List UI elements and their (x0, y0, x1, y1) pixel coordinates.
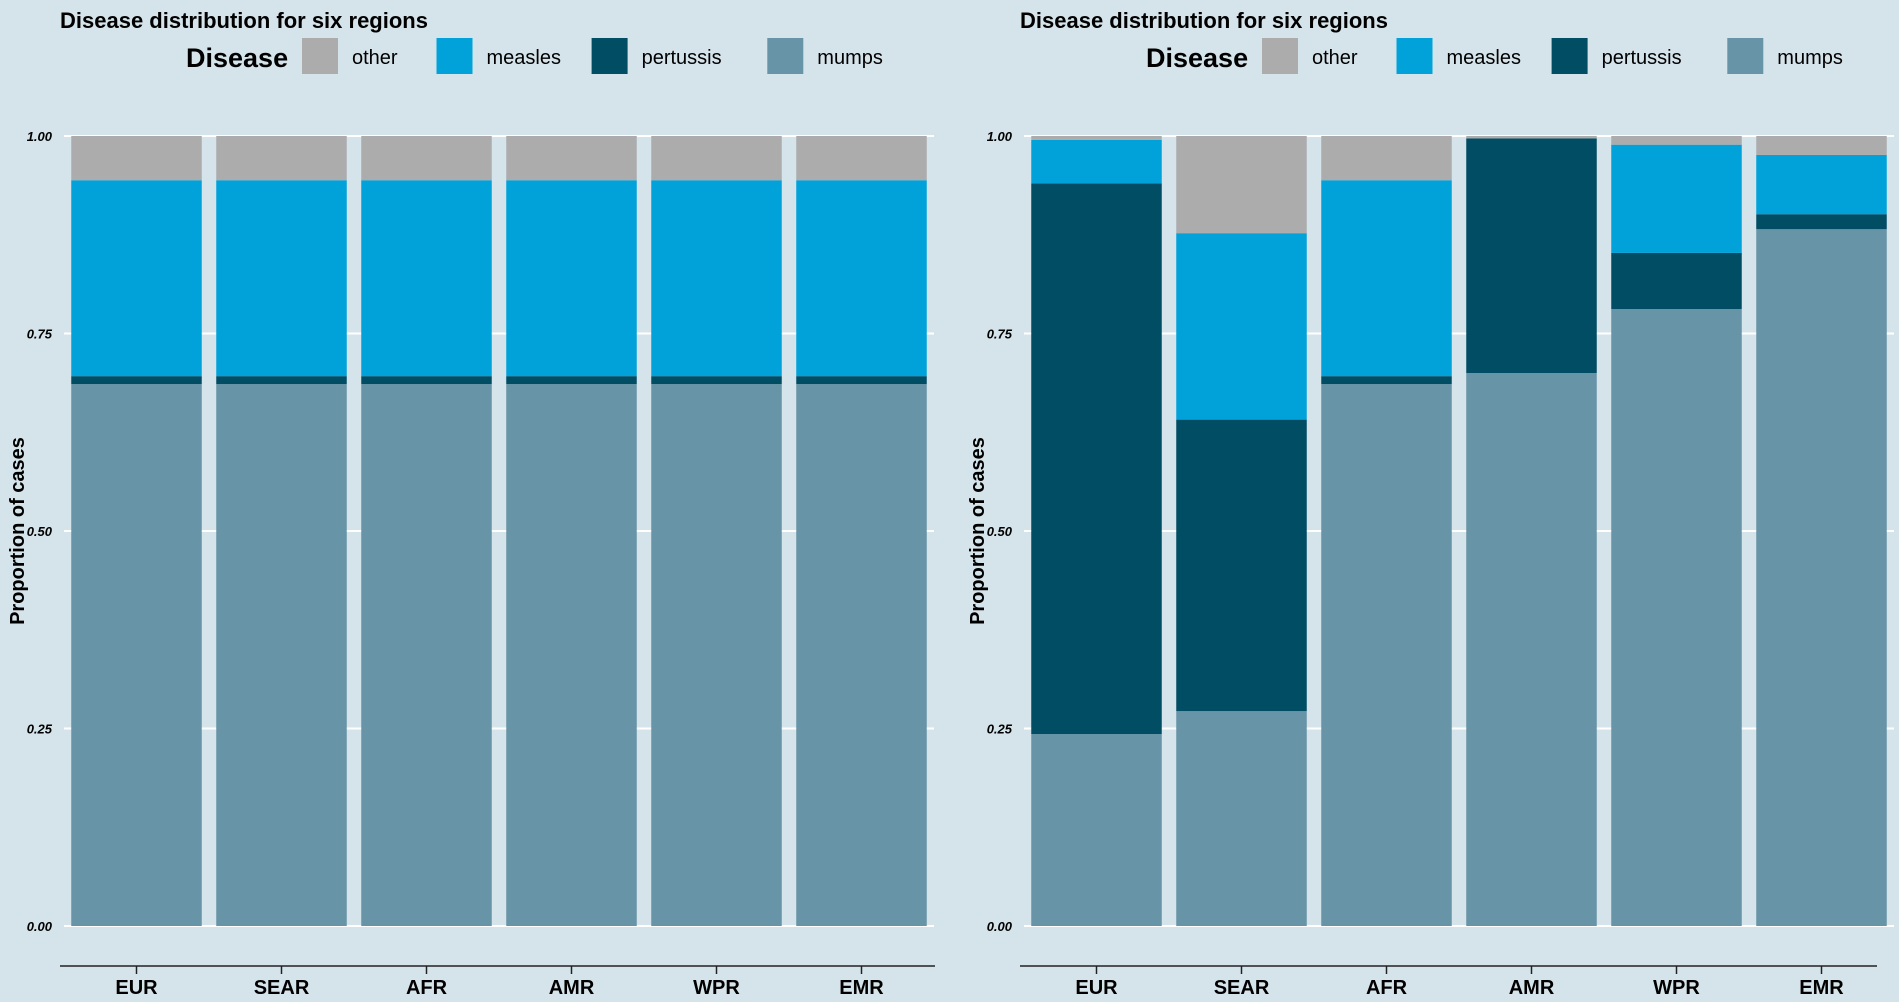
y-tick-label: 0.75 (987, 327, 1013, 342)
legend-label-mumps: mumps (817, 47, 883, 69)
legend-label-measles: measles (1447, 47, 1521, 69)
bar-pertussis-wpr (651, 376, 782, 385)
y-tick-label: 0.25 (987, 722, 1013, 737)
bar-other-afr (1321, 136, 1452, 181)
legend-swatch-measles (436, 38, 473, 74)
chart-title: Disease distribution for six regions (1020, 8, 1388, 33)
bar-measles-wpr (1611, 144, 1742, 253)
bar-other-amr (506, 136, 637, 181)
legend-swatch-mumps (1727, 38, 1764, 74)
chart-panel-1: Disease distribution for six regions Dise… (7, 8, 935, 999)
bar-other-wpr (1611, 136, 1742, 145)
bar-other-sear (216, 136, 347, 181)
legend-label-other: other (1312, 47, 1358, 69)
bar-mumps-afr (361, 384, 492, 926)
bar-mumps-eur (1031, 734, 1162, 926)
legend-label-other: other (352, 47, 398, 69)
legend-label-pertussis: pertussis (1602, 47, 1682, 69)
bar-measles-eur (1031, 139, 1162, 184)
bar-mumps-wpr (1611, 309, 1742, 926)
bar-mumps-sear (1176, 711, 1307, 926)
bar-pertussis-eur (1031, 183, 1162, 735)
legend-title: Disease (186, 43, 288, 73)
bar-pertussis-afr (1321, 376, 1452, 385)
bar-other-wpr (651, 136, 782, 181)
bar-pertussis-amr (506, 376, 637, 385)
y-tick-label: 0.25 (27, 722, 53, 737)
bar-pertussis-emr (796, 376, 927, 385)
y-tick-label: 1.00 (27, 129, 53, 144)
bar-measles-afr (1321, 180, 1452, 377)
legend-label-mumps: mumps (1777, 47, 1843, 69)
x-tick-label: AMR (549, 977, 595, 999)
legend-label-measles: measles (487, 47, 561, 69)
y-tick-label: 0.50 (27, 524, 53, 539)
chart-title: Disease distribution for six regions (60, 8, 428, 33)
x-tick-label: SEAR (1214, 977, 1270, 999)
bar-measles-eur (71, 180, 202, 377)
legend-swatch-other (1262, 38, 1298, 74)
bar-mumps-amr (1466, 373, 1597, 926)
bar-other-emr (1756, 136, 1887, 155)
x-tick-label: EMR (839, 977, 884, 999)
legend-swatch-measles (1396, 38, 1433, 74)
bar-other-sear (1176, 136, 1307, 234)
bar-measles-emr (796, 180, 927, 377)
bar-measles-sear (1176, 233, 1307, 420)
bar-pertussis-sear (216, 376, 347, 385)
bar-pertussis-eur (71, 376, 202, 385)
bar-mumps-sear (216, 384, 347, 926)
bar-other-emr (796, 136, 927, 181)
legend-swatch-mumps (767, 38, 804, 74)
x-tick-label: AFR (1366, 977, 1408, 999)
y-tick-label: 0.00 (27, 919, 53, 934)
x-tick-label: WPR (693, 977, 740, 999)
bar-mumps-eur (71, 384, 202, 926)
legend-swatch-pertussis (591, 38, 628, 74)
legend-label-pertussis: pertussis (642, 47, 722, 69)
bar-other-eur (1031, 136, 1162, 140)
bar-mumps-emr (796, 384, 927, 926)
y-axis-label: Proportion of cases (7, 437, 29, 625)
x-tick-label: EUR (115, 977, 158, 999)
y-axis-label: Proportion of cases (967, 437, 989, 625)
bar-measles-amr (506, 180, 637, 377)
bar-other-amr (1466, 136, 1597, 139)
bar-mumps-wpr (651, 384, 782, 926)
x-tick-label: EUR (1075, 977, 1118, 999)
legend-swatch-pertussis (1551, 38, 1588, 74)
chart-panel-2: Disease distribution for six regions Dise… (967, 8, 1894, 999)
bar-mumps-afr (1321, 384, 1452, 926)
x-tick-label: SEAR (254, 977, 310, 999)
bar-pertussis-emr (1756, 214, 1887, 230)
bar-measles-afr (361, 180, 492, 377)
bar-other-afr (361, 136, 492, 181)
x-tick-label: EMR (1799, 977, 1844, 999)
bar-pertussis-wpr (1611, 252, 1742, 310)
x-tick-label: WPR (1653, 977, 1700, 999)
y-tick-label: 0.50 (987, 524, 1013, 539)
bar-pertussis-afr (361, 376, 492, 385)
x-tick-label: AFR (406, 977, 448, 999)
bar-measles-emr (1756, 154, 1887, 215)
bar-other-eur (71, 136, 202, 181)
bar-pertussis-amr (1466, 138, 1597, 373)
bar-pertussis-sear (1176, 419, 1307, 712)
y-tick-label: 0.00 (987, 919, 1013, 934)
legend-swatch-other (302, 38, 338, 74)
x-tick-label: AMR (1509, 977, 1555, 999)
bar-measles-wpr (651, 180, 782, 377)
y-tick-label: 1.00 (987, 129, 1013, 144)
bar-mumps-amr (506, 384, 637, 926)
bar-measles-sear (216, 180, 347, 377)
y-tick-label: 0.75 (27, 327, 53, 342)
bar-mumps-emr (1756, 229, 1887, 927)
legend-title: Disease (1146, 43, 1248, 73)
